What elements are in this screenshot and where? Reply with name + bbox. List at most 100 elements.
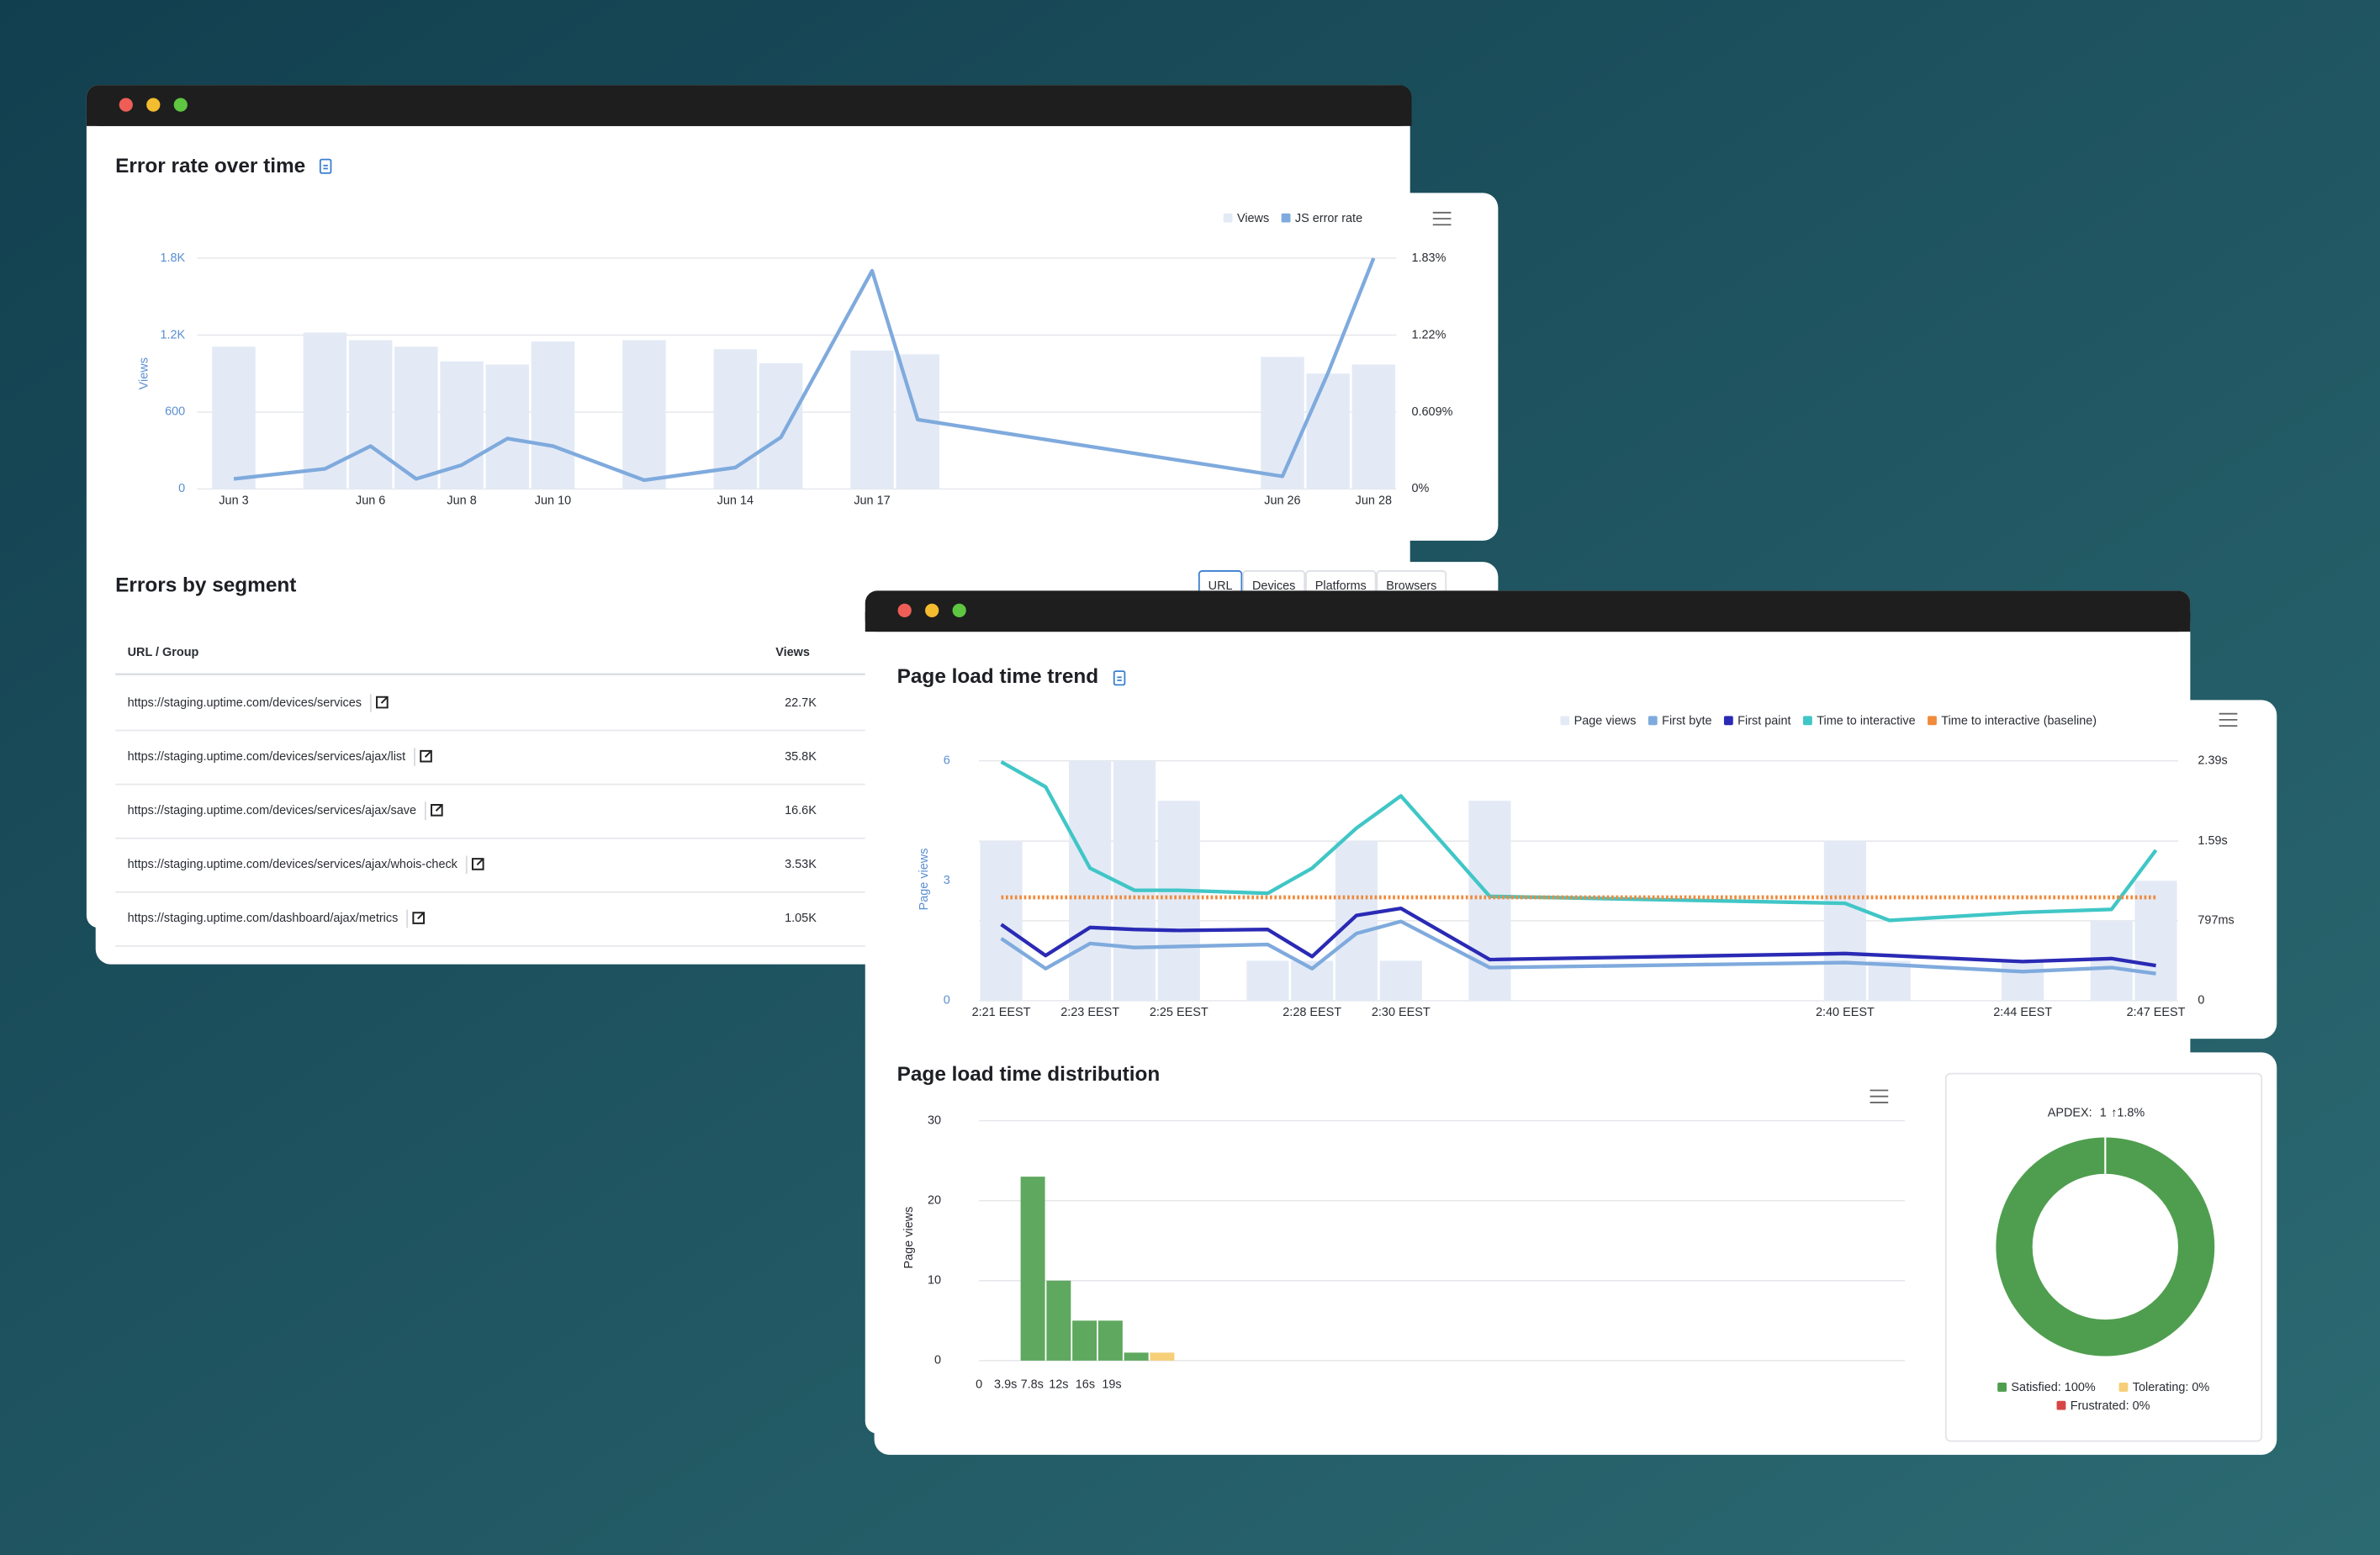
menu-icon[interactable] [2219,712,2238,727]
x-tick-label: 16s [1076,1378,1095,1392]
url-link[interactable]: https://staging.uptime.com/devices/servi… [128,804,416,817]
bar [1335,840,1378,1001]
x-tick-label: Jun 6 [356,495,385,508]
bar [850,350,894,489]
title-bar [865,611,2191,632]
url-link[interactable]: https://staging.uptime.com/devices/servi… [128,750,406,764]
bar [394,346,438,489]
legend-label: Time to interactive (baseline) [1941,715,2097,728]
x-tick-label: 7.8s [1021,1378,1044,1392]
y-tick-label: 10 [928,1274,941,1288]
maximize-button[interactable] [173,98,188,112]
line-series [233,257,1376,483]
tab-label[interactable]: Platforms [1315,579,1367,593]
x-tick-label: 2:28 EEST [1283,1006,1341,1019]
legend-swatch [1997,1383,2007,1392]
url-link[interactable]: https://staging.uptime.com/dashboard/aja… [128,912,399,925]
x-tick-label: Jun 3 [219,495,248,508]
bar [1823,840,1866,1001]
close-button[interactable] [897,603,912,618]
bar [759,362,803,489]
y-tick-label: 0 [934,1354,941,1367]
doc-icon[interactable] [319,158,332,174]
external-link-icon[interactable] [431,804,443,817]
bar [212,346,256,489]
bar [1379,960,1422,1001]
chart-card [874,1052,2277,1455]
legend-label: First paint [1737,715,1790,728]
external-link-icon[interactable] [376,696,389,709]
icon-shape [471,858,484,870]
y-tick-label: 0 [178,482,185,495]
bar [2134,881,2177,1001]
apdex-score: 1 [2100,1106,2107,1119]
bar [1868,960,1911,1001]
histogram-bar [1046,1280,1071,1361]
bar [348,340,393,489]
x-tick-label: Jun 17 [854,495,890,508]
chart: 0 600 1.2K 1.8K 0% 0.609% 1.22% 1.83% Views Jun 3… [137,212,1452,508]
external-link-icon[interactable] [412,912,426,924]
tab-label[interactable]: Devices [1252,579,1295,593]
legend-label: Page views [1574,715,1637,728]
url-link[interactable]: https://staging.uptime.com/devices/servi… [128,696,362,710]
y-axis-label: Page views [902,1207,916,1269]
histogram-bar [1020,1177,1045,1361]
minimize-button[interactable] [925,603,939,618]
donut-slice [1996,1137,2215,1357]
legend-label: Tolerating: 0% [2133,1381,2210,1394]
views-cell: 3.53K [785,858,817,871]
x-tick-label: Jun 10 [535,495,571,508]
histogram-bar [1097,1320,1123,1361]
legend-label: Frustrated: 0% [2071,1399,2150,1413]
y2-tick-label: 1.59s [2198,834,2227,848]
bar [1113,760,1156,1001]
x-tick-label: Jun 26 [1264,495,1300,508]
x-tick-label: Jun 14 [717,495,754,508]
y-tick-label: 20 [928,1193,941,1207]
legend-label: First byte [1662,715,1711,728]
x-tick-label: 2:23 EEST [1060,1006,1119,1019]
x-tick-label: 2:30 EEST [1372,1006,1431,1019]
y-axis-label: Views [137,357,151,389]
bar [531,341,575,489]
bar [2002,960,2044,1001]
maximize-button[interactable] [952,603,966,618]
chart-card [874,700,2277,1039]
chart: 0 10 20 30 Page views 0 3.9s 7.8s 12s 16s 19s [902,1113,1906,1392]
y-tick-label: 3 [944,874,950,887]
legend-label: Views [1237,212,1269,225]
y2-tick-label: 0.609% [1412,405,1453,419]
external-link-icon[interactable] [471,858,484,870]
x-tick-label: 2:47 EEST [2127,1006,2186,1019]
tab-label[interactable]: Browsers [1386,579,1436,593]
legend-label: Satisfied: 100% [2011,1381,2095,1394]
bar [485,364,530,489]
views-cell: 16.6K [785,804,817,817]
bar [1351,364,1396,489]
tab-label[interactable]: URL [1209,579,1233,593]
y-tick-label: 1.8K [160,251,185,265]
y2-tick-label: 797ms [2198,914,2234,928]
url-link[interactable]: https://staging.uptime.com/devices/servi… [128,858,458,871]
legend-swatch [2056,1400,2066,1410]
x-tick-label: Jun 28 [1356,495,1392,508]
close-button[interactable] [119,98,133,112]
external-link-icon[interactable] [420,749,432,763]
bar [622,340,666,489]
x-tick-label: 12s [1049,1378,1068,1392]
minimize-button[interactable] [146,98,161,112]
y2-tick-label: 0% [1412,482,1430,495]
menu-icon[interactable] [1870,1089,1889,1103]
doc-icon[interactable] [1113,670,1126,686]
line-series [1000,906,2156,968]
chart: APDEX: 1 ↑1.8% Satisfied: 100% Tolerating: 0… [1996,1106,2215,1413]
x-tick-label: 19s [1102,1378,1121,1392]
y-tick-label: 0 [944,994,950,1008]
bar [1306,373,1350,489]
menu-icon[interactable] [1432,211,1452,226]
histogram-bar [1150,1352,1175,1361]
legend-swatch [1802,716,1812,726]
x-tick-label: 3.9s [994,1378,1017,1392]
